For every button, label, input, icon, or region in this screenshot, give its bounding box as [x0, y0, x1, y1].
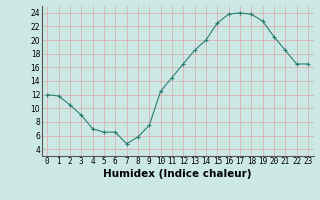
X-axis label: Humidex (Indice chaleur): Humidex (Indice chaleur): [103, 169, 252, 179]
